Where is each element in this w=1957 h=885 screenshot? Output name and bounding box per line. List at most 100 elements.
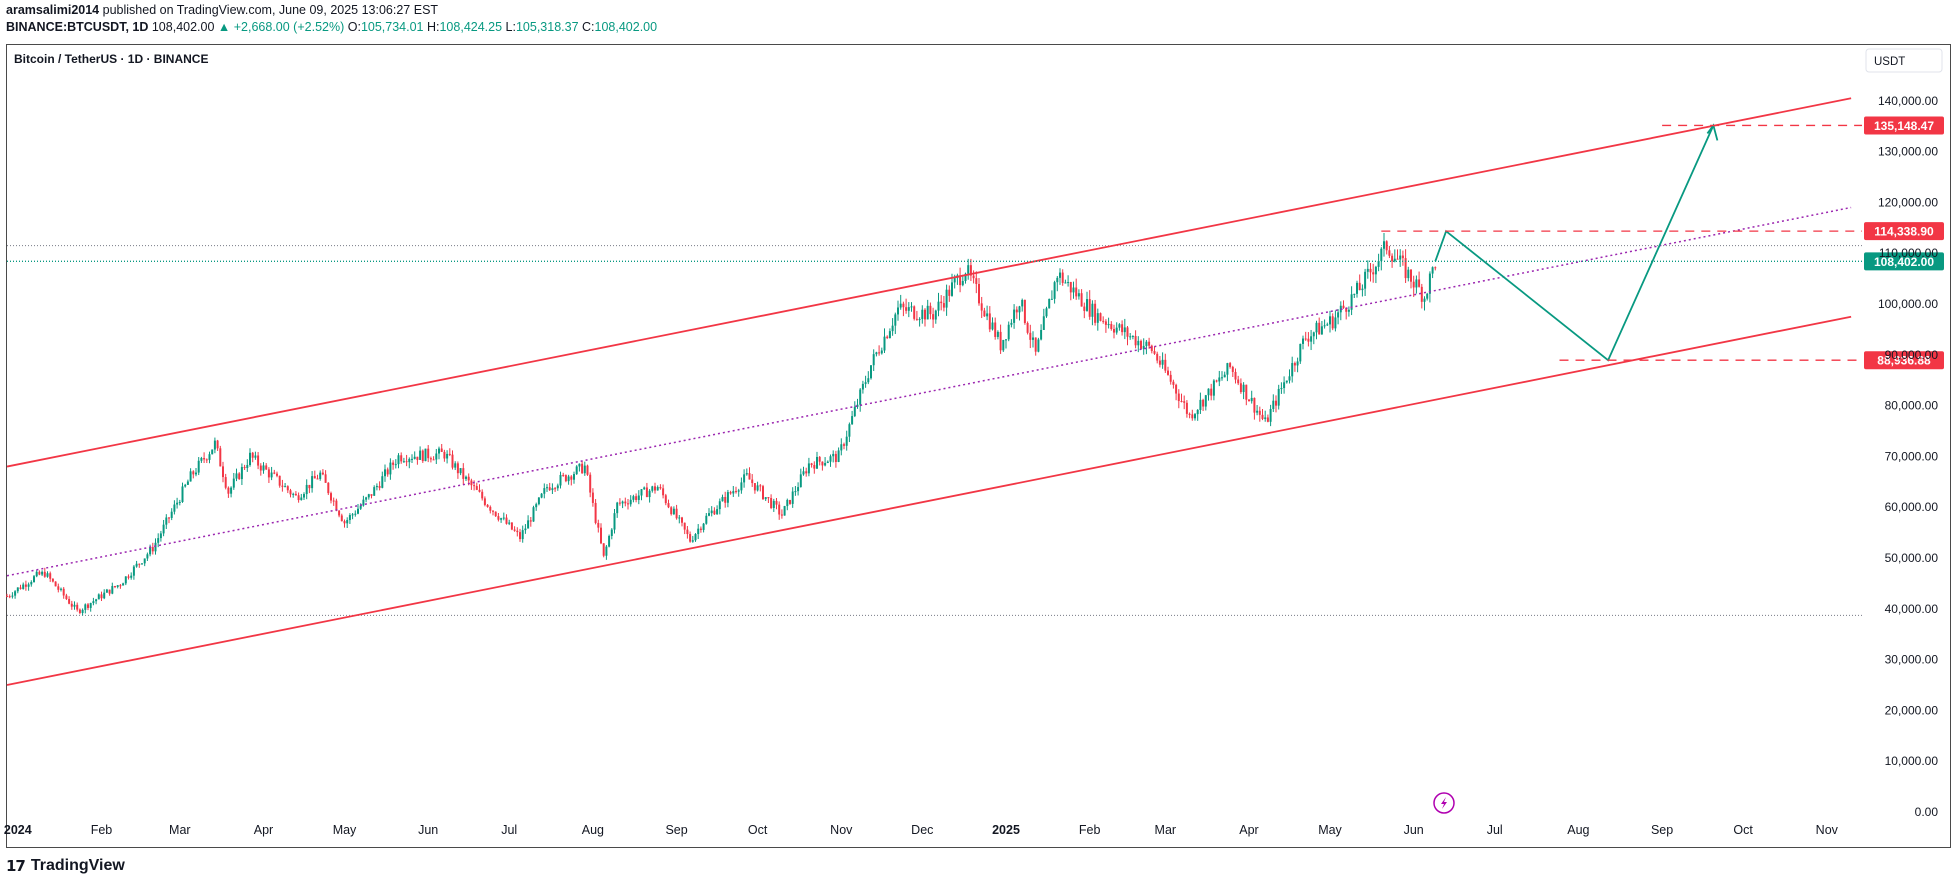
candle-body xyxy=(1234,371,1237,380)
candle-body xyxy=(986,313,989,317)
candle-body xyxy=(432,459,435,461)
candle-body xyxy=(1428,273,1431,294)
candle-body xyxy=(772,500,775,508)
channel-upper-line[interactable] xyxy=(6,97,1852,468)
candle-body xyxy=(1299,343,1302,362)
x-tick-label: Mar xyxy=(1155,823,1177,837)
candle-body xyxy=(54,581,57,587)
candle-body xyxy=(1204,395,1207,407)
candle-body xyxy=(446,453,449,459)
candle-body xyxy=(907,307,910,311)
channel-midline[interactable] xyxy=(6,206,1852,577)
candle-body xyxy=(1026,322,1029,333)
candle-body xyxy=(702,523,705,530)
candle-body xyxy=(27,584,30,587)
chart-frame[interactable] xyxy=(6,44,1951,848)
candle-body xyxy=(284,486,287,488)
x-tick-label: Mar xyxy=(169,823,191,837)
candle-body xyxy=(1283,382,1286,389)
candle-body xyxy=(1291,363,1294,377)
candle-body xyxy=(1099,313,1102,321)
candle-body xyxy=(105,589,108,593)
candle-body xyxy=(1391,255,1394,262)
lightning-icon[interactable] xyxy=(1433,792,1455,814)
candle-body xyxy=(1148,341,1151,346)
candle-body xyxy=(1107,324,1110,326)
candle-body xyxy=(1121,324,1124,333)
candle-body xyxy=(1277,388,1280,406)
level-price-label: 108,402.00 xyxy=(1874,255,1934,269)
candle-body xyxy=(351,514,354,516)
candle-body xyxy=(581,463,584,474)
candle-body xyxy=(1342,305,1345,308)
candle-body xyxy=(1134,335,1137,346)
candle-body xyxy=(294,493,297,496)
candle-body xyxy=(470,480,473,486)
candle-body xyxy=(726,492,729,503)
candle-body xyxy=(710,510,713,514)
candle-body xyxy=(508,522,511,524)
candle-body xyxy=(600,527,602,544)
y-tick-label: 140,000.00 xyxy=(1878,94,1938,108)
candle-body xyxy=(165,517,168,525)
candle-body xyxy=(467,476,470,481)
author-name[interactable]: aramsalimi2014 xyxy=(6,3,100,17)
candle-body xyxy=(694,534,697,541)
open-value: 105,734.01 xyxy=(360,20,424,34)
candle-body xyxy=(729,492,732,494)
currency-button[interactable]: USDT xyxy=(1865,48,1943,73)
candle-body xyxy=(659,487,662,489)
candle-body xyxy=(354,513,357,515)
candle-body xyxy=(8,596,11,598)
candle-body xyxy=(1177,393,1180,402)
x-tick-label: Sep xyxy=(1651,823,1673,837)
candle-body xyxy=(340,515,343,522)
candle-body xyxy=(1326,324,1329,326)
candle-body xyxy=(492,510,494,512)
candle-body xyxy=(864,382,867,384)
x-tick-label: Jul xyxy=(1487,823,1503,837)
candle-body xyxy=(834,453,837,463)
publish-info: aramsalimi2014 published on TradingView.… xyxy=(6,3,438,17)
x-tick-label: May xyxy=(333,823,357,837)
candle-body xyxy=(697,528,700,535)
y-tick-label: 20,000.00 xyxy=(1885,703,1939,717)
candle-body xyxy=(737,490,740,492)
candle-body xyxy=(327,482,330,494)
candle-body xyxy=(416,456,419,460)
candle-body xyxy=(127,576,130,578)
candle-body xyxy=(219,448,222,467)
candle-body xyxy=(521,530,524,540)
candle-body xyxy=(1018,306,1021,313)
footer-brand[interactable]: 𝟭𝟳 TradingView xyxy=(6,857,125,875)
candle-body xyxy=(1337,312,1340,318)
candle-body xyxy=(456,463,459,474)
candle-body xyxy=(462,468,465,479)
candle-body xyxy=(413,456,416,459)
candle-body xyxy=(789,499,791,504)
candle-body xyxy=(913,306,916,319)
channel-lower-line[interactable] xyxy=(6,315,1852,686)
candle-body xyxy=(775,500,778,505)
candle-body xyxy=(1410,269,1412,282)
y-tick-label: 60,000.00 xyxy=(1885,500,1939,514)
candle-body xyxy=(1366,268,1369,272)
x-tick-label: Nov xyxy=(1816,823,1839,837)
candle-body xyxy=(983,310,986,317)
candle-body xyxy=(1347,309,1350,312)
high-value: 108,424.25 xyxy=(439,20,503,34)
candle-body xyxy=(821,461,824,466)
candle-body xyxy=(1080,293,1083,307)
candle-body xyxy=(316,478,319,480)
x-tick-label: Oct xyxy=(1733,823,1753,837)
candle-body xyxy=(303,494,305,498)
candle-body xyxy=(1374,266,1377,275)
candle-body xyxy=(132,566,135,576)
projection-path[interactable] xyxy=(1434,125,1715,362)
candle-body xyxy=(797,487,800,492)
candle-body xyxy=(686,529,689,535)
candle-body xyxy=(1302,338,1304,344)
candle-body xyxy=(170,511,173,518)
candle-body xyxy=(143,558,146,564)
